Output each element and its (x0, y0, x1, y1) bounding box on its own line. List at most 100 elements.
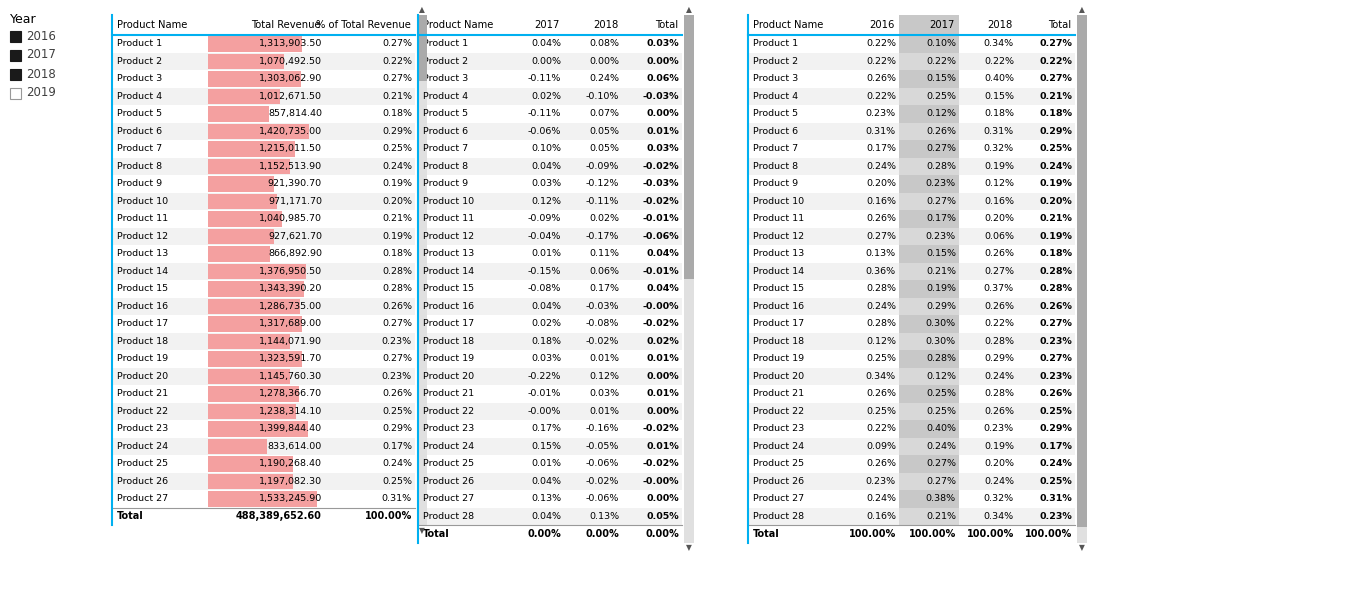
Bar (1018, 192, 1075, 210)
Bar (564, 227, 622, 245)
Text: 0.22%: 0.22% (866, 57, 896, 66)
Bar (841, 35, 899, 52)
Bar (505, 70, 564, 87)
Bar (208, 385, 325, 402)
Bar (564, 402, 622, 420)
Text: -0.08%: -0.08% (527, 284, 561, 293)
Bar (505, 385, 564, 402)
Text: 0.20%: 0.20% (1040, 197, 1072, 206)
Text: 0.23%: 0.23% (382, 336, 413, 346)
Text: 2018: 2018 (593, 20, 617, 30)
Bar (1018, 332, 1075, 350)
Bar (208, 386, 299, 402)
Bar (208, 280, 325, 297)
Text: -0.00%: -0.00% (642, 302, 679, 311)
Text: 1,313,903.50: 1,313,903.50 (258, 39, 322, 48)
Text: Product 27: Product 27 (753, 494, 805, 504)
Text: 0.28%: 0.28% (984, 336, 1014, 346)
Text: Product 11: Product 11 (753, 214, 805, 223)
Bar (564, 15, 622, 35)
Bar (112, 402, 208, 420)
Bar (325, 297, 415, 315)
Bar (112, 473, 208, 490)
Text: Product 17: Product 17 (117, 319, 168, 328)
Text: 0.04%: 0.04% (646, 249, 679, 258)
Text: 0.00%: 0.00% (646, 109, 679, 118)
Bar (564, 140, 622, 157)
Bar (899, 473, 959, 490)
Text: 0.20%: 0.20% (866, 179, 896, 188)
Bar (418, 70, 505, 87)
Text: Product 10: Product 10 (753, 197, 805, 206)
Text: ▲: ▲ (419, 5, 425, 14)
Text: 0.04%: 0.04% (531, 302, 561, 311)
Bar (505, 52, 564, 70)
Text: Product 1: Product 1 (753, 39, 798, 48)
Text: 0.22%: 0.22% (984, 57, 1014, 66)
Text: -0.09%: -0.09% (586, 162, 619, 171)
Bar (749, 385, 841, 402)
Text: 0.31%: 0.31% (866, 127, 896, 136)
Bar (325, 87, 415, 105)
Bar (959, 280, 1018, 297)
Bar (622, 245, 682, 262)
Text: 1,286,735.00: 1,286,735.00 (260, 302, 322, 311)
Bar (899, 385, 959, 402)
Text: 0.28%: 0.28% (984, 390, 1014, 398)
Text: 0.04%: 0.04% (646, 284, 679, 293)
Bar (505, 15, 564, 35)
Text: 0.04%: 0.04% (531, 39, 561, 48)
Bar (841, 438, 899, 455)
Bar (1018, 473, 1075, 490)
Bar (1018, 367, 1075, 385)
Bar (112, 70, 208, 87)
Bar (841, 192, 899, 210)
Text: 1,215,011.50: 1,215,011.50 (260, 144, 322, 153)
Bar (505, 297, 564, 315)
Bar (1018, 315, 1075, 332)
Bar (564, 87, 622, 105)
Text: 0.29%: 0.29% (382, 425, 413, 433)
Text: 0.23%: 0.23% (1040, 372, 1072, 380)
Text: 0.22%: 0.22% (1040, 57, 1072, 66)
Bar (1018, 227, 1075, 245)
Text: -0.12%: -0.12% (586, 179, 619, 188)
Text: 1,323,591.70: 1,323,591.70 (258, 354, 322, 363)
Text: 0.18%: 0.18% (1040, 249, 1072, 258)
Bar (959, 420, 1018, 438)
Bar (959, 332, 1018, 350)
Text: 1,399,844.40: 1,399,844.40 (260, 425, 322, 433)
Text: 0.16%: 0.16% (984, 197, 1014, 206)
Text: 0.22%: 0.22% (926, 57, 956, 66)
Text: -0.06%: -0.06% (527, 127, 561, 136)
Text: 0.18%: 0.18% (984, 109, 1014, 118)
Text: 0.27%: 0.27% (382, 74, 413, 83)
Bar (418, 350, 505, 367)
Text: Product 25: Product 25 (423, 459, 474, 469)
Text: Total: Total (117, 511, 143, 521)
Text: Total: Total (753, 529, 780, 538)
Bar (899, 15, 959, 35)
Text: 0.12%: 0.12% (926, 109, 956, 118)
Text: 0.10%: 0.10% (531, 144, 561, 153)
Text: 0.23%: 0.23% (1040, 336, 1072, 346)
Text: 0.00%: 0.00% (589, 57, 619, 66)
Text: 0.17%: 0.17% (589, 284, 619, 293)
Text: 0.27%: 0.27% (926, 197, 956, 206)
Text: 0.23%: 0.23% (382, 372, 413, 380)
Bar (112, 367, 208, 385)
Bar (564, 350, 622, 367)
Text: Product 23: Product 23 (117, 425, 168, 433)
Bar (418, 175, 505, 192)
Bar (749, 210, 841, 227)
Text: 0.27%: 0.27% (382, 39, 413, 48)
Bar (325, 332, 415, 350)
Bar (505, 402, 564, 420)
Bar (505, 280, 564, 297)
Text: 0.01%: 0.01% (646, 390, 679, 398)
Bar (749, 473, 841, 490)
Text: -0.16%: -0.16% (586, 425, 619, 433)
Bar (505, 35, 564, 52)
Text: 0.20%: 0.20% (382, 197, 413, 206)
Bar (959, 508, 1018, 525)
